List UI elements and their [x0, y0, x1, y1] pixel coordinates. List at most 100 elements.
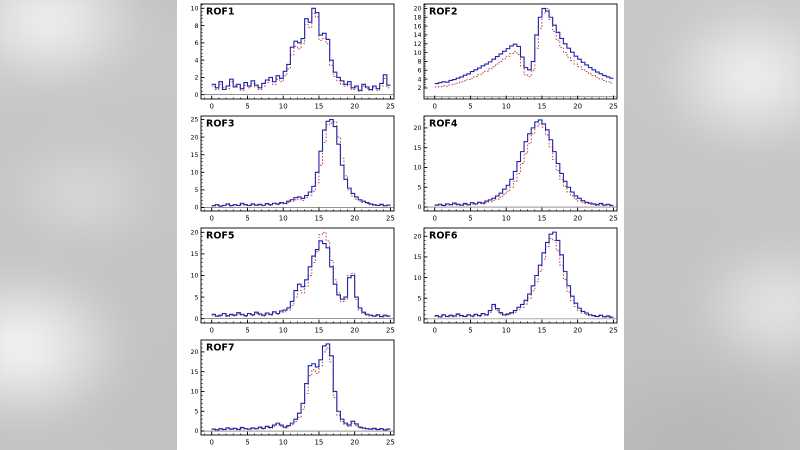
svg-text:0: 0	[194, 428, 198, 435]
svg-text:10: 10	[414, 50, 422, 57]
svg-text:6: 6	[194, 40, 198, 47]
panel-rof5: 0 5 10 15 20 25 0 5 10 15 20 ROF5	[179, 225, 399, 335]
rof1-chart: 0 5 10 15 20 25 0 2 4 6 8 10 ROF1	[190, 3, 395, 111]
svg-text:20: 20	[414, 6, 422, 13]
svg-text:0: 0	[194, 92, 198, 99]
svg-text:20: 20	[573, 327, 582, 335]
svg-text:25: 25	[609, 215, 618, 223]
svg-text:12: 12	[414, 41, 422, 48]
svg-text:10: 10	[502, 103, 511, 111]
rof6-chart: 0 5 10 15 20 25 0 5 10 15 20 ROF6	[414, 227, 618, 335]
svg-text:20: 20	[573, 215, 582, 223]
svg-text:25: 25	[190, 117, 198, 124]
svg-text:15: 15	[190, 251, 198, 258]
svg-text:ROF3: ROF3	[206, 119, 235, 130]
svg-text:20: 20	[350, 215, 359, 223]
svg-text:ROF2: ROF2	[429, 7, 458, 18]
svg-text:0: 0	[433, 215, 437, 223]
svg-text:20: 20	[190, 349, 198, 356]
svg-text:5: 5	[194, 187, 198, 194]
svg-text:0: 0	[209, 327, 213, 335]
svg-text:8: 8	[194, 23, 198, 30]
svg-text:8: 8	[418, 59, 422, 66]
panel-rof6: 0 5 10 15 20 25 0 5 10 15 20 ROF6	[402, 225, 622, 335]
svg-text:10: 10	[502, 215, 511, 223]
svg-text:0: 0	[209, 215, 213, 223]
svg-text:0: 0	[209, 439, 213, 447]
rof5-chart: 0 5 10 15 20 25 0 5 10 15 20 ROF5	[190, 227, 395, 335]
svg-text:25: 25	[386, 439, 395, 447]
panel-rof1: 0 5 10 15 20 25 0 2 4 6 8 10 ROF1	[179, 1, 399, 111]
svg-text:15: 15	[314, 327, 323, 335]
svg-text:5: 5	[245, 215, 249, 223]
svg-text:10: 10	[278, 439, 287, 447]
svg-text:20: 20	[350, 327, 359, 335]
figure-canvas: 0 5 10 15 20 25 0 2 4 6 8 10 ROF1 0 5 10 15 20 25 2 4 6 8 10 12…	[177, 0, 624, 450]
svg-text:15: 15	[314, 439, 323, 447]
svg-text:15: 15	[414, 145, 422, 152]
svg-text:0: 0	[194, 205, 198, 212]
panel-rof4: 0 5 10 15 20 25 0 5 10 15 20 ROF4	[402, 113, 622, 223]
svg-text:ROF6: ROF6	[429, 231, 458, 242]
svg-text:20: 20	[414, 233, 422, 240]
svg-text:10: 10	[414, 165, 422, 172]
rof3-chart: 0 5 10 15 20 25 0 5 10 15 20 25 ROF3	[190, 115, 395, 223]
panel-rof2: 0 5 10 15 20 25 2 4 6 8 10 12 14 16 18 20 ROF2	[402, 1, 622, 111]
svg-text:5: 5	[245, 103, 249, 111]
svg-text:10: 10	[502, 327, 511, 335]
svg-text:20: 20	[350, 103, 359, 111]
svg-text:4: 4	[194, 57, 198, 64]
svg-text:15: 15	[538, 215, 547, 223]
svg-text:10: 10	[414, 275, 422, 282]
svg-text:5: 5	[245, 439, 249, 447]
rof7-chart: 0 5 10 15 20 25 0 5 10 15 20 ROF7	[190, 339, 395, 447]
svg-text:15: 15	[190, 369, 198, 376]
svg-text:10: 10	[190, 273, 198, 280]
svg-text:6: 6	[418, 67, 422, 74]
svg-text:15: 15	[538, 103, 547, 111]
svg-text:15: 15	[190, 152, 198, 159]
panel-rof7: 0 5 10 15 20 25 0 5 10 15 20 ROF7	[179, 337, 399, 447]
svg-text:10: 10	[190, 389, 198, 396]
svg-text:0: 0	[418, 204, 422, 211]
svg-text:5: 5	[468, 215, 472, 223]
svg-text:25: 25	[609, 103, 618, 111]
svg-text:20: 20	[190, 230, 198, 237]
svg-text:ROF1: ROF1	[206, 7, 235, 18]
svg-text:0: 0	[209, 103, 213, 111]
svg-text:15: 15	[314, 215, 323, 223]
svg-text:25: 25	[386, 103, 395, 111]
panel-rof3: 0 5 10 15 20 25 0 5 10 15 20 25 ROF3	[179, 113, 399, 223]
svg-text:0: 0	[418, 316, 422, 323]
svg-text:10: 10	[190, 170, 198, 177]
svg-text:15: 15	[314, 103, 323, 111]
svg-text:5: 5	[468, 327, 472, 335]
svg-text:5: 5	[418, 295, 422, 302]
svg-text:ROF7: ROF7	[206, 343, 235, 354]
svg-text:5: 5	[468, 103, 472, 111]
svg-text:10: 10	[278, 103, 287, 111]
svg-text:4: 4	[418, 76, 422, 83]
svg-text:0: 0	[433, 103, 437, 111]
svg-text:2: 2	[194, 75, 198, 82]
svg-text:0: 0	[194, 316, 198, 323]
svg-text:10: 10	[190, 6, 198, 13]
svg-text:10: 10	[278, 327, 287, 335]
svg-text:15: 15	[414, 254, 422, 261]
svg-text:10: 10	[278, 215, 287, 223]
svg-text:ROF5: ROF5	[206, 231, 235, 242]
svg-text:25: 25	[609, 327, 618, 335]
svg-text:0: 0	[433, 327, 437, 335]
svg-text:20: 20	[414, 125, 422, 132]
svg-text:5: 5	[194, 294, 198, 301]
svg-text:16: 16	[414, 23, 422, 30]
svg-text:25: 25	[386, 327, 395, 335]
svg-text:20: 20	[350, 439, 359, 447]
svg-text:ROF4: ROF4	[429, 119, 458, 130]
svg-text:5: 5	[418, 184, 422, 191]
svg-text:20: 20	[190, 134, 198, 141]
rof4-chart: 0 5 10 15 20 25 0 5 10 15 20 ROF4	[414, 115, 618, 223]
svg-text:14: 14	[414, 32, 422, 39]
